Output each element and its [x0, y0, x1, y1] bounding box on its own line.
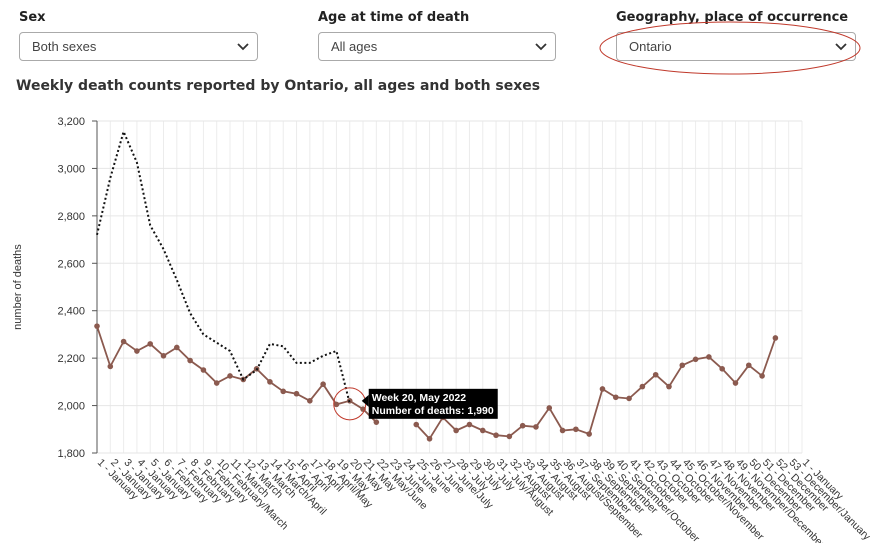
age-select[interactable]: All ages: [318, 32, 556, 61]
data-point: [559, 427, 566, 434]
data-point: [293, 390, 300, 397]
data-point: [626, 395, 632, 402]
data-point: [147, 341, 154, 347]
data-point: [759, 373, 765, 379]
y-tick-label: 1,800: [57, 448, 85, 460]
age-select-value: All ages: [331, 39, 378, 54]
y-axis-label: number of deaths: [12, 244, 24, 330]
data-point: [719, 366, 725, 372]
y-tick-label: 2,000: [57, 401, 85, 413]
chevron-down-icon: [535, 33, 547, 71]
y-tick-label: 2,600: [57, 258, 85, 270]
y-tick-label: 2,400: [57, 306, 85, 318]
data-point: [772, 335, 779, 341]
data-point: [267, 379, 273, 385]
data-point: [453, 427, 459, 434]
data-point: [107, 363, 114, 370]
data-point: [732, 380, 739, 386]
data-point: [586, 431, 592, 437]
y-tick-label: 3,000: [57, 163, 85, 175]
tooltip-box: [368, 388, 498, 419]
data-point: [493, 432, 499, 439]
data-point: [200, 367, 207, 373]
data-point: [652, 371, 659, 378]
data-point: [666, 383, 672, 390]
data-point: [174, 344, 180, 351]
data-point: [479, 427, 486, 434]
tooltip-title: Week 20, May 2022: [372, 392, 467, 404]
data-point: [227, 373, 233, 379]
data-point: [546, 405, 553, 411]
data-point: [599, 386, 606, 392]
data-point: [134, 348, 140, 354]
chart-title: Weekly death counts reported by Ontario,…: [16, 78, 541, 94]
data-point: [612, 394, 619, 401]
data-point: [373, 419, 380, 425]
deaths-series-line: [96, 325, 377, 423]
data-point: [692, 356, 699, 363]
data-point: [187, 357, 193, 364]
chevron-down-icon: [237, 33, 249, 71]
data-point: [506, 433, 513, 440]
sex-select[interactable]: Both sexes: [19, 32, 258, 61]
data-point: [280, 388, 287, 395]
comparison-series-line: [96, 128, 351, 404]
data-point: [426, 435, 433, 442]
data-point: [706, 354, 712, 360]
data-point: [679, 362, 686, 369]
data-point: [333, 401, 340, 408]
geography-filter-label: Geography, place of occurrence: [616, 10, 849, 25]
data-point: [213, 380, 220, 386]
y-tick-label: 2,200: [57, 353, 85, 365]
data-point: [413, 421, 420, 428]
data-point: [519, 422, 526, 429]
tooltip-text: Number of deaths: 1,990: [372, 405, 494, 417]
data-point: [466, 421, 473, 428]
data-point: [745, 362, 752, 369]
data-point: [160, 352, 167, 359]
data-point: [307, 398, 313, 404]
sex-filter-label: Sex: [19, 10, 46, 25]
data-point: [320, 381, 326, 388]
age-filter-label: Age at time of death: [318, 10, 470, 25]
sex-select-value: Both sexes: [32, 39, 97, 54]
y-tick-label: 3,200: [57, 116, 85, 128]
data-point: [120, 338, 127, 345]
data-point: [94, 323, 100, 329]
tooltip-pointer: [361, 394, 369, 407]
data-point: [533, 424, 539, 430]
data-point: [573, 426, 579, 433]
deaths-series-line: [415, 337, 777, 441]
y-tick-label: 2,800: [57, 211, 85, 223]
data-point: [639, 383, 646, 390]
